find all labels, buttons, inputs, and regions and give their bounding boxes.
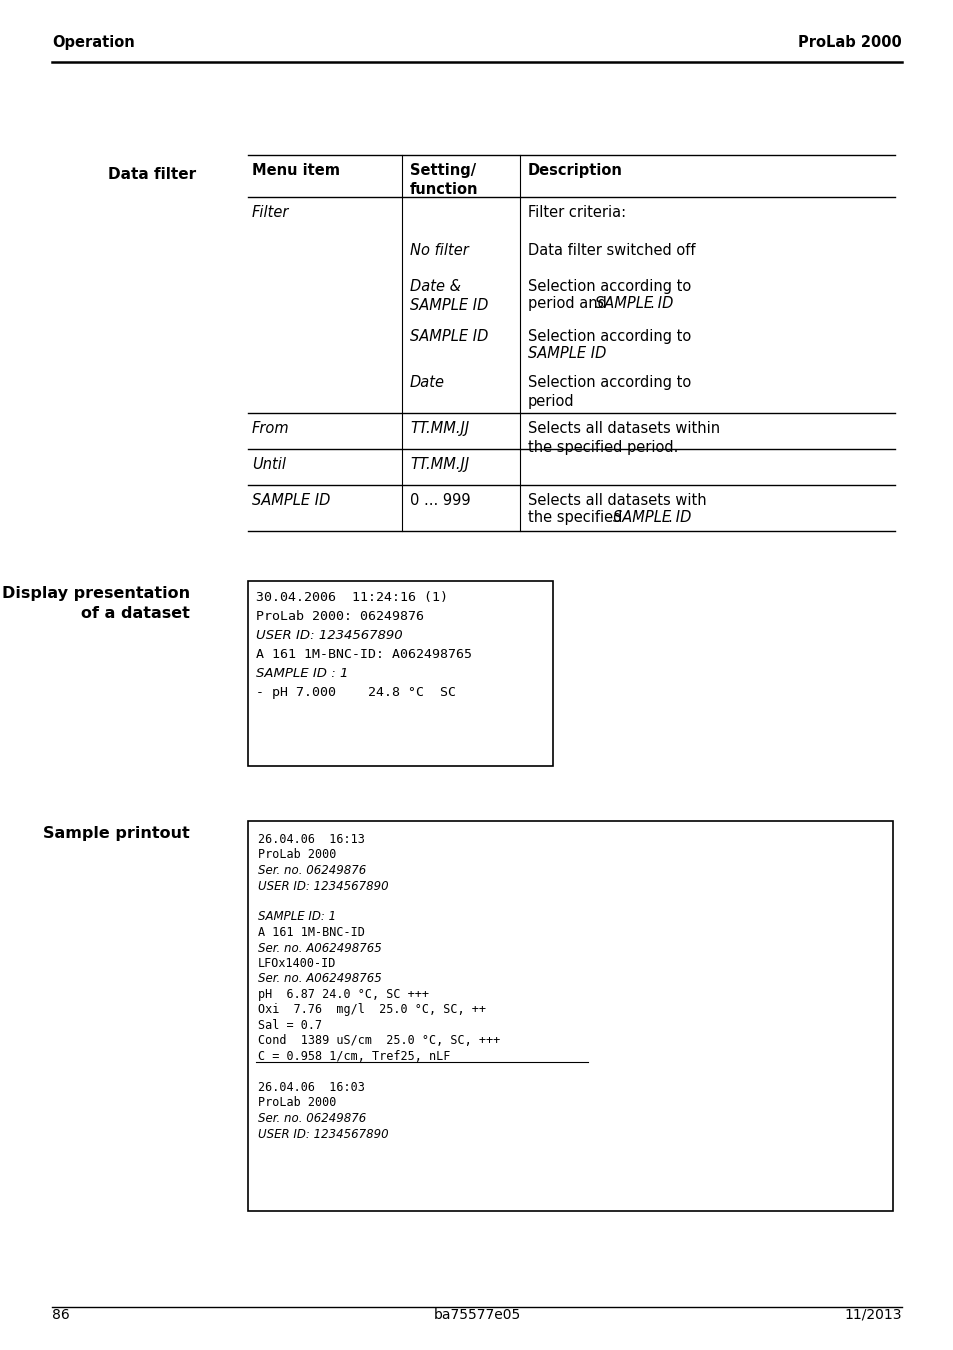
Text: ba75577e05: ba75577e05 <box>433 1308 520 1322</box>
Text: Filter criteria:: Filter criteria: <box>527 205 625 220</box>
Text: pH  6.87 24.0 °C, SC +++: pH 6.87 24.0 °C, SC +++ <box>257 988 429 1000</box>
Text: Ser. no. 06249876: Ser. no. 06249876 <box>257 1112 366 1125</box>
FancyBboxPatch shape <box>248 821 892 1211</box>
Text: 26.04.06  16:13: 26.04.06 16:13 <box>257 833 364 846</box>
Text: Ser. no. A062498765: Ser. no. A062498765 <box>257 941 381 954</box>
Text: - pH 7.000    24.8 °C  SC: - pH 7.000 24.8 °C SC <box>255 686 456 699</box>
Text: SAMPLE ID : 1: SAMPLE ID : 1 <box>255 667 348 680</box>
Text: SAMPLE ID: SAMPLE ID <box>527 346 606 360</box>
Text: Ser. no. A062498765: Ser. no. A062498765 <box>257 972 381 986</box>
Text: USER ID: 1234567890: USER ID: 1234567890 <box>257 1127 388 1141</box>
Text: TT.MM.JJ: TT.MM.JJ <box>410 421 469 436</box>
Text: .: . <box>666 510 671 525</box>
Text: Selection according to: Selection according to <box>527 279 691 294</box>
Text: ProLab 2000: ProLab 2000 <box>798 35 901 50</box>
Text: Selection according to
period: Selection according to period <box>527 375 691 409</box>
Text: SAMPLE ID: SAMPLE ID <box>594 296 672 310</box>
Text: 0 ... 999: 0 ... 999 <box>410 493 470 508</box>
Text: 30.04.2006  11:24:16 (1): 30.04.2006 11:24:16 (1) <box>255 591 448 603</box>
Text: Date: Date <box>410 375 444 390</box>
Text: period and: period and <box>527 296 611 310</box>
Text: Sample printout: Sample printout <box>43 826 190 841</box>
Text: Selection according to: Selection according to <box>527 329 691 344</box>
Text: 86: 86 <box>52 1308 70 1322</box>
Text: Cond  1389 uS/cm  25.0 °C, SC, +++: Cond 1389 uS/cm 25.0 °C, SC, +++ <box>257 1034 499 1048</box>
Text: No filter: No filter <box>410 243 468 258</box>
Text: Selects all datasets with: Selects all datasets with <box>527 493 706 508</box>
Text: SAMPLE ID: SAMPLE ID <box>410 329 488 344</box>
Text: A 161 1M-BNC-ID: A 161 1M-BNC-ID <box>257 926 364 940</box>
Text: Selects all datasets within
the specified period.: Selects all datasets within the specifie… <box>527 421 720 455</box>
Text: LFOx1400-ID: LFOx1400-ID <box>257 957 336 971</box>
Text: C = 0.958 1/cm, Tref25, nLF: C = 0.958 1/cm, Tref25, nLF <box>257 1050 450 1062</box>
Text: Data filter switched off: Data filter switched off <box>527 243 695 258</box>
Text: ProLab 2000: ProLab 2000 <box>257 849 336 861</box>
Text: Menu item: Menu item <box>252 163 339 178</box>
Text: the specified: the specified <box>527 510 626 525</box>
Text: Filter: Filter <box>252 205 289 220</box>
Text: of a dataset: of a dataset <box>81 606 190 621</box>
Text: SAMPLE ID: SAMPLE ID <box>252 493 330 508</box>
Text: 11/2013: 11/2013 <box>843 1308 901 1322</box>
Text: Sal = 0.7: Sal = 0.7 <box>257 1019 322 1031</box>
Text: SAMPLE ID: SAMPLE ID <box>612 510 690 525</box>
Text: SAMPLE ID: 1: SAMPLE ID: 1 <box>257 910 335 923</box>
Text: Data filter: Data filter <box>108 167 196 182</box>
Text: Operation: Operation <box>52 35 134 50</box>
Text: 26.04.06  16:03: 26.04.06 16:03 <box>257 1081 364 1094</box>
Text: From: From <box>252 421 290 436</box>
Text: Setting/
function: Setting/ function <box>410 163 478 197</box>
Text: Display presentation: Display presentation <box>2 586 190 601</box>
Text: Date &
SAMPLE ID: Date & SAMPLE ID <box>410 279 488 313</box>
Text: A 161 1M-BNC-ID: A062498765: A 161 1M-BNC-ID: A062498765 <box>255 648 472 662</box>
Text: ProLab 2000: 06249876: ProLab 2000: 06249876 <box>255 610 423 622</box>
Text: ProLab 2000: ProLab 2000 <box>257 1096 336 1110</box>
FancyBboxPatch shape <box>248 580 553 765</box>
Text: Until: Until <box>252 458 286 472</box>
Text: .: . <box>648 296 653 310</box>
Text: Ser. no. 06249876: Ser. no. 06249876 <box>257 864 366 878</box>
Text: TT.MM.JJ: TT.MM.JJ <box>410 458 469 472</box>
Text: Description: Description <box>527 163 622 178</box>
Text: USER ID: 1234567890: USER ID: 1234567890 <box>257 879 388 892</box>
Text: Oxi  7.76  mg/l  25.0 °C, SC, ++: Oxi 7.76 mg/l 25.0 °C, SC, ++ <box>257 1003 485 1017</box>
Text: USER ID: 1234567890: USER ID: 1234567890 <box>255 629 402 643</box>
